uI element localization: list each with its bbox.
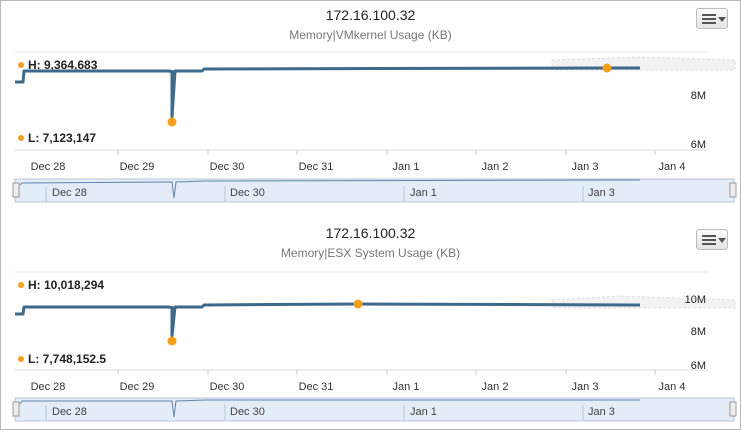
navigator-tick: Jan 3 bbox=[588, 406, 615, 418]
high-marker bbox=[353, 299, 363, 309]
hamburger-icon bbox=[702, 235, 716, 245]
x-tick-label: Dec 31 bbox=[299, 381, 334, 393]
high-marker bbox=[602, 63, 612, 73]
low-marker bbox=[167, 336, 177, 346]
grid-lines bbox=[15, 51, 708, 155]
high-value-label: H: 10,018,294 bbox=[18, 278, 104, 292]
x-tick-label: Dec 30 bbox=[210, 161, 245, 173]
y-tick-label: 6M bbox=[691, 360, 706, 372]
navigator-handle-left[interactable] bbox=[12, 401, 20, 417]
x-tick-label: Dec 28 bbox=[31, 381, 66, 393]
marker-dot-icon bbox=[18, 281, 24, 288]
low-value-label: L: 7,123,147 bbox=[18, 131, 96, 145]
x-tick-label: Dec 29 bbox=[120, 381, 155, 393]
chart-canvas: 8M 6M Dec 28 Dec 29 Dec 30 Dec 31 Jan 1 … bbox=[12, 51, 737, 203]
x-tick-label: Jan 1 bbox=[393, 381, 420, 393]
navigator-tick: Jan 1 bbox=[410, 406, 437, 418]
chart-title: 172.16.100.32 bbox=[325, 225, 416, 241]
x-tick-label: Jan 1 bbox=[393, 161, 420, 173]
grid-lines bbox=[15, 271, 708, 375]
navigator-tick: Dec 28 bbox=[52, 187, 87, 199]
navigator-series bbox=[19, 399, 640, 418]
chart-panel-vmkernel: 172.16.100.32 Memory|VMkernel Usage (KB)… bbox=[0, 0, 741, 215]
navigator-handle-left[interactable] bbox=[12, 182, 20, 198]
low-value-text: L: 7,123,147 bbox=[28, 131, 97, 145]
x-axis: Dec 28 Dec 29 Dec 30 Dec 31 Jan 1 Jan 2 … bbox=[31, 381, 686, 393]
y-tick-label: 8M bbox=[691, 326, 706, 338]
marker-dot-icon bbox=[18, 355, 24, 362]
navigator-tick: Dec 30 bbox=[230, 187, 265, 199]
high-value-text: H: 10,018,294 bbox=[28, 278, 105, 292]
series-line bbox=[15, 66, 640, 119]
low-value-label: L: 7,748,152.5 bbox=[18, 352, 106, 366]
x-tick-label: Jan 3 bbox=[572, 381, 599, 393]
chevron-down-icon bbox=[718, 17, 726, 22]
x-tick-label: Dec 29 bbox=[120, 161, 155, 173]
x-tick-label: Dec 30 bbox=[210, 381, 245, 393]
navigator-tick: Jan 3 bbox=[588, 187, 615, 199]
navigator-tick: Jan 1 bbox=[410, 187, 437, 199]
x-tick-label: Jan 4 bbox=[659, 161, 686, 173]
low-value-text: L: 7,748,152.5 bbox=[28, 352, 107, 366]
marker-dot-icon bbox=[18, 134, 24, 141]
chart-menu-button[interactable] bbox=[696, 8, 728, 29]
chart-title: 172.16.100.32 bbox=[325, 7, 416, 23]
navigator-tick: Dec 28 bbox=[52, 406, 87, 418]
chart-subtitle: Memory|VMkernel Usage (KB) bbox=[289, 28, 452, 42]
chart-canvas: 10M 8M 6M Dec 28 Dec 29 Dec 30 Dec 31 Ja… bbox=[12, 271, 737, 422]
chart-panel-esx-system: 172.16.100.32 Memory|ESX System Usage (K… bbox=[0, 218, 741, 433]
navigator-handle-right[interactable] bbox=[729, 182, 737, 198]
chevron-down-icon bbox=[718, 238, 726, 243]
navigator-series bbox=[19, 179, 641, 199]
marker-dot-icon bbox=[18, 61, 24, 68]
chart-subtitle: Memory|ESX System Usage (KB) bbox=[280, 246, 461, 260]
x-tick-label: Jan 3 bbox=[572, 161, 599, 173]
navigator-tick: Dec 30 bbox=[230, 406, 265, 418]
y-tick-label: 10M bbox=[685, 294, 706, 306]
y-tick-label: 8M bbox=[691, 90, 706, 102]
x-axis: Dec 28 Dec 29 Dec 30 Dec 31 Jan 1 Jan 2 … bbox=[31, 161, 686, 173]
x-tick-label: Dec 28 bbox=[31, 161, 66, 173]
navigator-handle-right[interactable] bbox=[729, 401, 737, 417]
low-marker bbox=[167, 117, 177, 127]
x-tick-label: Jan 4 bbox=[659, 381, 686, 393]
high-value-text: H: 9,364,683 bbox=[28, 58, 98, 72]
high-value-label: H: 9,364,683 bbox=[18, 58, 97, 72]
navigator[interactable]: Dec 28 Dec 30 Jan 1 Jan 3 bbox=[12, 397, 737, 422]
x-tick-label: Dec 31 bbox=[299, 161, 334, 173]
x-tick-label: Jan 2 bbox=[482, 161, 509, 173]
hamburger-icon bbox=[702, 14, 716, 24]
x-tick-label: Jan 2 bbox=[482, 381, 509, 393]
series-line bbox=[15, 302, 641, 338]
navigator[interactable]: Dec 28 Dec 30 Jan 1 Jan 3 bbox=[12, 178, 737, 203]
chart-menu-button[interactable] bbox=[696, 229, 728, 250]
y-tick-label: 6M bbox=[691, 139, 706, 151]
